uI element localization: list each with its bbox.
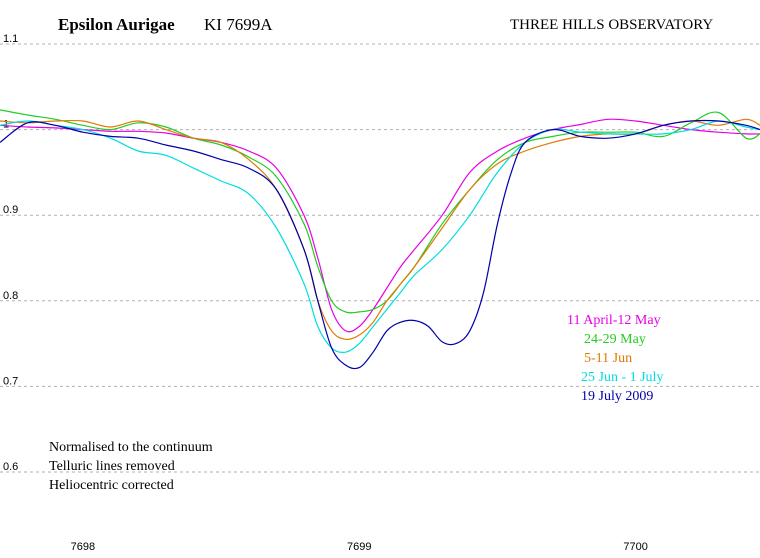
observatory-label: THREE HILLS OBSERVATORY bbox=[510, 17, 713, 33]
chart-subtitle: KI 7699A bbox=[204, 15, 273, 34]
legend-entry: 11 April-12 May bbox=[567, 313, 661, 328]
x-tick-label: 7699 bbox=[347, 541, 371, 553]
note-telluric: Telluric lines removed bbox=[49, 459, 175, 474]
x-tick-label: 7700 bbox=[623, 541, 647, 553]
note-normalised: Normalised to the continuum bbox=[49, 440, 213, 455]
gridlines bbox=[0, 43, 760, 473]
x-tick-labels: 7698 7699 7700 bbox=[71, 541, 648, 553]
y-tick-label: 0.7 bbox=[3, 375, 18, 387]
legend-entry: 19 July 2009 bbox=[581, 389, 653, 404]
legend-entry: 5-11 Jun bbox=[584, 351, 632, 366]
notes-box: Normalised to the continuum Telluric lin… bbox=[49, 440, 213, 493]
y-tick-label: 0.8 bbox=[3, 290, 18, 302]
series-lines bbox=[0, 109, 760, 370]
legend-entry: 24-29 May bbox=[584, 332, 646, 347]
chart-title: Epsilon Aurigae bbox=[58, 15, 175, 34]
y-tick-label: 0.9 bbox=[3, 204, 18, 216]
y-tick-labels: 0.60.70.80.911.1 bbox=[3, 33, 18, 473]
x-tick-label: 7698 bbox=[71, 541, 95, 553]
y-tick-label: 0.6 bbox=[3, 461, 18, 473]
note-heliocentric: Heliocentric corrected bbox=[49, 478, 174, 493]
y-tick-label: 1.1 bbox=[3, 33, 18, 45]
legend: 11 April-12 May 24-29 May 5-11 Jun 25 Jun -… bbox=[567, 313, 663, 404]
series-line-4 bbox=[0, 120, 760, 354]
legend-entry: 25 Jun - 1 July bbox=[581, 370, 663, 385]
series-line-5 bbox=[0, 119, 760, 370]
